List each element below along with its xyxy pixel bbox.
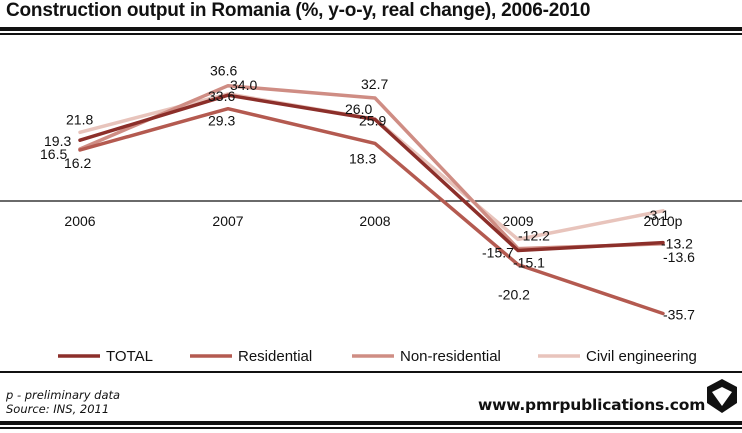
line-chart: 2006 2007 2008 2009 2010p 19.333.625.9-15.7-… xyxy=(0,63,742,365)
bottom-rule-thin xyxy=(0,427,742,429)
data-label-total-2006: 19.3 xyxy=(44,133,71,149)
data-label-residential-2006: 16.2 xyxy=(64,155,91,171)
data-label-non-residential-2006: 16.5 xyxy=(40,146,67,162)
middle-rule xyxy=(0,371,742,373)
data-label-non-residential-2010p: -13.6 xyxy=(663,249,695,265)
series-lines xyxy=(78,83,665,316)
data-labels: 19.3 33.6 25.9 -15.7 -13.2 16.2 29.3 18.3 -20.2 -… xyxy=(40,63,695,323)
top-rule-thick xyxy=(0,27,742,31)
data-label-civil-engineering-2006: 21.8 xyxy=(66,111,93,127)
data-label-civil-engineering-2008: 26.0 xyxy=(345,101,372,117)
data-label-non-residential-2008: 32.7 xyxy=(361,76,388,92)
data-label-civil-engineering-2010p: -3.1 xyxy=(645,207,669,223)
legend-label-total: TOTAL xyxy=(106,348,153,365)
cube-logo-icon xyxy=(707,379,737,413)
x-tick-2010p: 2010p xyxy=(644,213,683,229)
website-link[interactable]: www.pmrpublications.com xyxy=(478,396,706,414)
chart-title: Construction output in Romania (%, y-o-y… xyxy=(6,0,591,21)
legend-label-non-residential: Non-residential xyxy=(400,348,501,365)
data-label-residential-2008: 18.3 xyxy=(349,150,376,166)
x-tick-2006: 2006 xyxy=(64,213,95,229)
data-label-total-2009: -15.7 xyxy=(482,244,514,260)
series-line-residential xyxy=(78,106,665,316)
x-tick-2007: 2007 xyxy=(212,213,243,229)
top-rule-thin xyxy=(0,33,742,35)
data-label-non-residential-2007: 36.6 xyxy=(210,63,237,79)
data-label-total-2007: 33.6 xyxy=(208,88,235,104)
data-label-civil-engineering-2009: -12.2 xyxy=(518,227,550,243)
data-label-total-2010p: -13.2 xyxy=(661,236,693,252)
x-tick-2008: 2008 xyxy=(359,213,390,229)
data-label-total-2008: 25.9 xyxy=(359,112,386,128)
data-label-residential-2007: 29.3 xyxy=(208,113,235,129)
data-label-residential-2010p: -35.7 xyxy=(663,306,695,322)
bottom-rule-thick xyxy=(0,421,742,425)
legend: TOTAL Residential Non-residential Civil eng… xyxy=(58,348,697,365)
legend-label-civil-engineering: Civil engineering xyxy=(586,348,697,365)
x-axis-ticks: 2006 2007 2008 2009 2010p xyxy=(64,213,682,229)
series-line-total xyxy=(78,93,665,253)
footnote-source: Source: INS, 2011 xyxy=(6,402,110,416)
data-label-civil-engineering-2007: 34.0 xyxy=(230,77,257,93)
data-label-non-residential-2009: -15.1 xyxy=(513,255,545,271)
footnote-preliminary: p - preliminary data xyxy=(6,388,121,402)
data-label-residential-2009: -20.2 xyxy=(498,287,530,303)
legend-label-residential: Residential xyxy=(238,348,312,365)
x-tick-2009: 2009 xyxy=(502,213,533,229)
